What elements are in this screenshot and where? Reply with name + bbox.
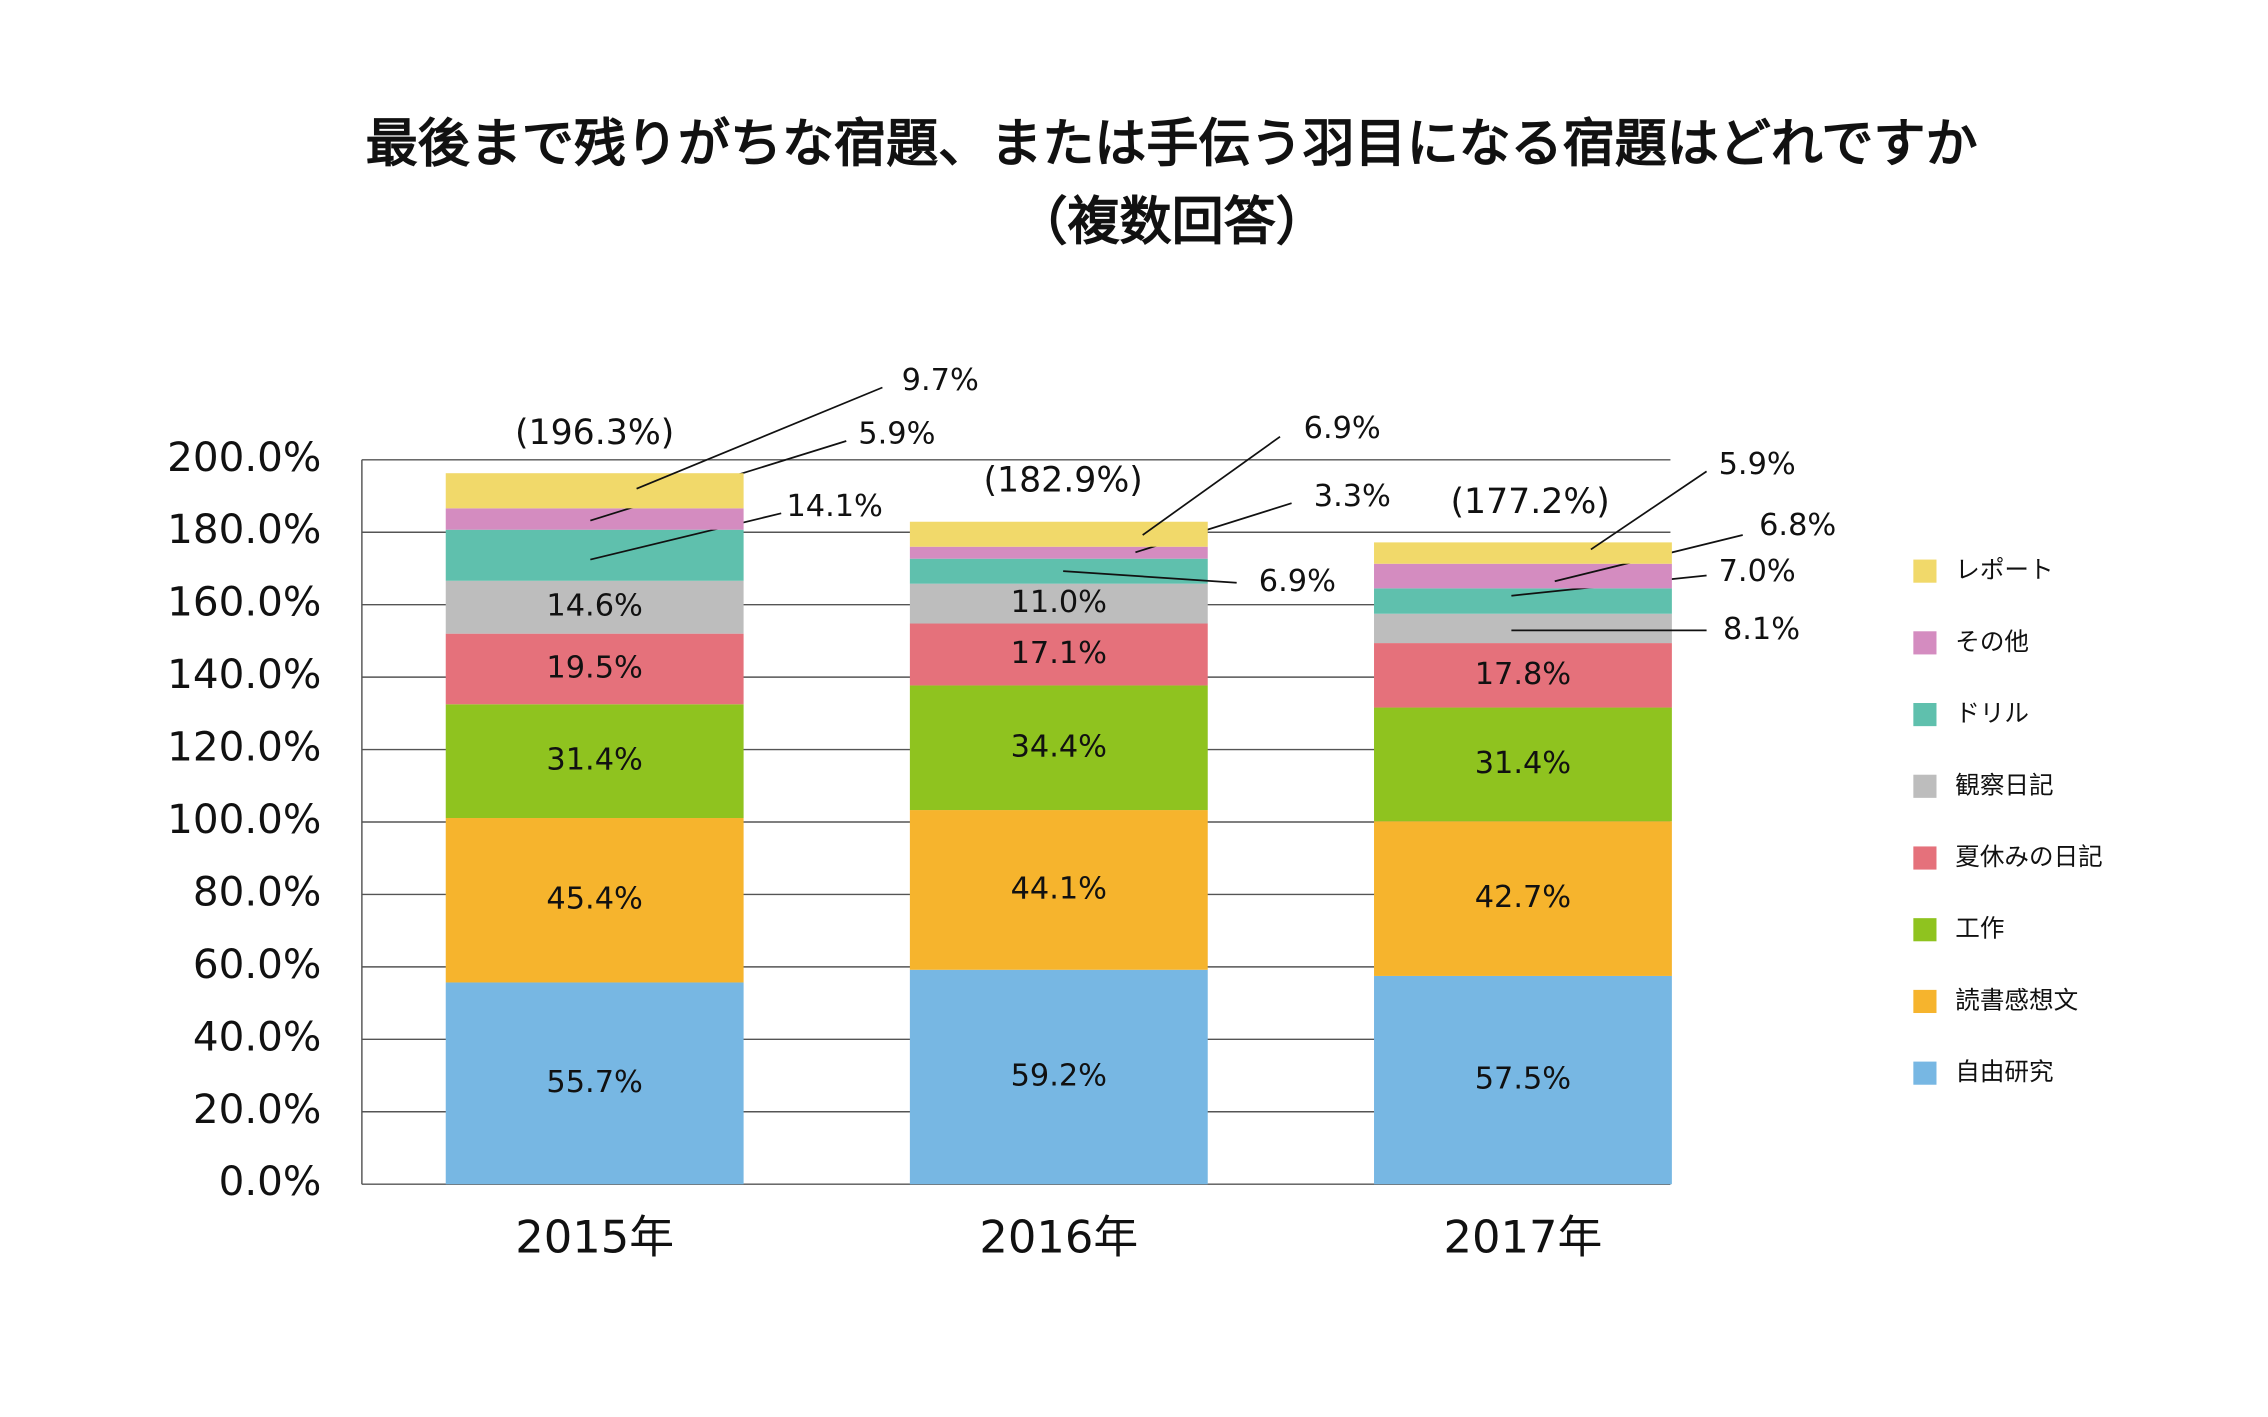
data-label: 5.9% [1719,447,1796,482]
legend-label: 読書感想文 [1955,985,2078,1014]
bar-segment [909,969,1208,1185]
data-label: 55.7% [546,1065,642,1100]
bar-segment [1374,588,1672,614]
data-label: 14.6% [546,589,642,624]
legend-swatch [1913,846,1937,870]
data-label: 11.0% [1011,585,1107,620]
legend-label: 夏休みの日記 [1955,842,2102,871]
x-tick-label: 2015年 [515,1211,674,1264]
legend-label: 観察日記 [1955,770,2053,799]
y-tick-label: 180.0% [167,505,321,553]
legend-label: 工作 [1955,914,2004,943]
bar-segment [445,580,744,634]
data-label: 34.4% [1011,729,1107,764]
data-label: 31.4% [1475,746,1571,781]
data-label: 17.8% [1475,657,1571,692]
y-tick-label: 140.0% [167,650,321,698]
legend-swatch [1913,559,1937,583]
bar-segment [1374,563,1672,589]
leader-line [1063,570,1237,584]
y-tick-label: 20.0% [193,1085,322,1133]
legend-label: 自由研究 [1955,1057,2053,1086]
legend-label: レポート [1955,555,2053,584]
data-label: 44.1% [1011,871,1107,906]
bar-segment [1374,975,1672,1185]
chart-title: 最後まで残りがちな宿題、または手伝う羽目になる宿題はどれですか [366,114,1978,174]
data-label: 17.1% [1011,636,1107,671]
leader-line [636,386,883,490]
data-label: 31.4% [546,743,642,778]
legend-swatch [1913,989,1937,1014]
bar-segment [1374,821,1672,976]
total-label: (182.9%) [983,460,1142,500]
bar-segment [1374,643,1672,708]
y-tick-label: 40.0% [193,1012,322,1060]
bar-segment [909,521,1208,547]
total-label: (196.3%) [515,413,674,453]
bar-segment [909,583,1208,624]
bar-segment [445,982,744,1185]
leader-line [1590,470,1708,551]
x-tick-label: 2017年 [1444,1211,1603,1264]
bar-segment [1374,613,1672,644]
bar-segment [445,818,744,983]
data-label: 14.1% [786,489,882,524]
data-label: 45.4% [546,882,642,917]
legend-label: ドリル [1955,699,2029,728]
y-tick-label: 0.0% [219,1157,322,1205]
chart-subtitle: （複数回答） [1015,193,1327,253]
bar-segment [445,633,744,705]
legend-swatch [1913,774,1937,798]
x-tick-label: 2016年 [979,1211,1138,1264]
data-label: 6.9% [1259,564,1336,599]
bar-segment [445,473,744,509]
data-label: 59.2% [1011,1058,1107,1093]
leader-line [1142,435,1281,536]
bar-segment [1374,707,1672,822]
data-label: 6.9% [1304,411,1381,446]
bar-segment [909,685,1208,811]
y-tick-label: 80.0% [193,867,322,915]
data-label: 57.5% [1475,1062,1571,1097]
legend-swatch [1913,703,1937,727]
bar-segment [445,529,744,581]
total-label: (177.2%) [1451,482,1610,522]
y-tick-label: 160.0% [167,578,321,626]
data-label: 3.3% [1314,479,1391,514]
leader-line [590,512,782,561]
y-tick-label: 60.0% [193,940,322,988]
bar-segment [909,623,1208,686]
data-label: 6.8% [1759,508,1836,543]
data-label: 5.9% [858,417,935,452]
legend-swatch [1913,1061,1937,1085]
legend-swatch [1913,918,1937,942]
bar-segment [445,704,744,819]
data-label: 9.7% [902,363,979,398]
data-label: 42.7% [1475,880,1571,915]
y-tick-label: 100.0% [167,795,321,843]
data-label: 7.0% [1719,554,1796,589]
legend-swatch [1913,631,1937,655]
bar-segment [1374,542,1672,564]
bar-segment [909,558,1208,584]
legend-label: その他 [1955,627,2029,656]
bar-segment [909,810,1208,970]
bar-segment [909,546,1208,559]
y-tick-label: 120.0% [167,723,321,771]
data-label: 8.1% [1723,612,1800,647]
data-label: 19.5% [546,650,642,685]
y-tick-label: 200.0% [167,433,321,481]
